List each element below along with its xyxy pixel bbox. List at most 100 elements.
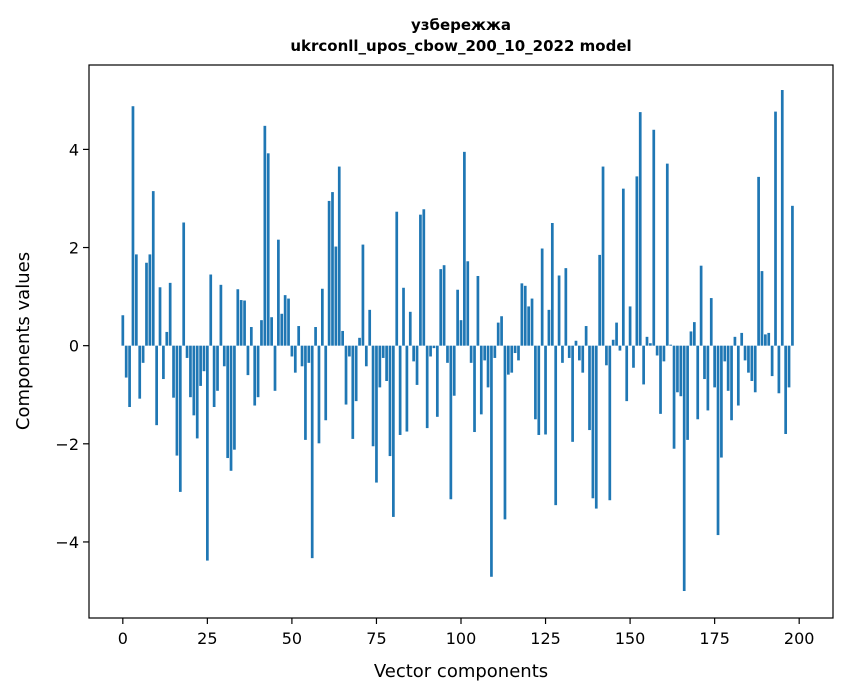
bar bbox=[138, 345, 142, 399]
y-axis-label: Components values bbox=[13, 252, 34, 430]
bar bbox=[784, 345, 788, 434]
bar bbox=[581, 345, 585, 373]
bar bbox=[506, 345, 510, 375]
bar bbox=[128, 345, 131, 408]
bar bbox=[216, 345, 219, 391]
bar bbox=[513, 345, 517, 354]
bar bbox=[381, 345, 385, 358]
bar bbox=[733, 336, 737, 346]
bar bbox=[625, 345, 629, 402]
bar bbox=[165, 331, 169, 346]
bar bbox=[155, 345, 158, 426]
chart-title: узбережжа bbox=[411, 16, 511, 34]
bar bbox=[226, 345, 230, 459]
bar bbox=[594, 345, 598, 509]
bar bbox=[185, 345, 189, 358]
bar bbox=[162, 345, 165, 380]
bar bbox=[669, 344, 673, 346]
bar bbox=[642, 345, 645, 385]
bar bbox=[621, 188, 625, 346]
bar bbox=[682, 345, 686, 592]
bar bbox=[124, 345, 128, 378]
bar bbox=[628, 306, 632, 346]
bar bbox=[195, 345, 199, 439]
x-tick-label: 50 bbox=[282, 629, 302, 648]
bar bbox=[141, 345, 145, 363]
bar bbox=[588, 345, 591, 431]
bar bbox=[753, 345, 757, 393]
x-tick-label: 100 bbox=[446, 629, 477, 648]
x-tick-label: 75 bbox=[366, 629, 386, 648]
bar bbox=[740, 332, 744, 346]
bar bbox=[439, 269, 443, 346]
bar bbox=[239, 300, 243, 346]
bar bbox=[189, 345, 192, 398]
bar bbox=[168, 282, 172, 346]
bar bbox=[564, 268, 568, 346]
bar bbox=[605, 345, 608, 366]
bar bbox=[490, 345, 493, 577]
bar bbox=[750, 345, 754, 381]
bar bbox=[774, 111, 777, 346]
bar bbox=[419, 214, 422, 346]
bar bbox=[483, 345, 487, 361]
bar bbox=[209, 274, 213, 346]
bar bbox=[219, 284, 223, 346]
x-axis-ticks: 0 25 50 75 100 125 150 175 200 bbox=[118, 618, 814, 648]
x-tick-label: 0 bbox=[118, 629, 128, 648]
bar bbox=[148, 254, 152, 346]
bar bbox=[709, 298, 713, 346]
x-tick-label: 125 bbox=[530, 629, 561, 648]
bar bbox=[371, 345, 375, 447]
bar bbox=[686, 345, 689, 440]
bar bbox=[469, 345, 473, 363]
bar bbox=[767, 332, 771, 346]
bar bbox=[743, 345, 747, 361]
bar bbox=[578, 345, 581, 361]
bar bbox=[243, 300, 246, 346]
bar bbox=[618, 345, 622, 351]
bar bbox=[486, 345, 490, 388]
bar bbox=[473, 345, 476, 433]
bar bbox=[398, 345, 402, 435]
bar bbox=[500, 316, 503, 346]
bar bbox=[676, 345, 679, 393]
bar bbox=[270, 317, 273, 346]
bar bbox=[314, 327, 317, 346]
bar bbox=[777, 345, 781, 394]
bar bbox=[659, 345, 662, 414]
bar bbox=[557, 275, 561, 346]
bar bbox=[534, 345, 537, 420]
bar bbox=[304, 345, 307, 440]
bar bbox=[537, 345, 541, 435]
bar bbox=[608, 345, 612, 501]
bar bbox=[175, 345, 179, 456]
bar bbox=[178, 345, 182, 492]
bar bbox=[649, 343, 652, 346]
bar bbox=[632, 345, 635, 368]
bar bbox=[253, 345, 257, 406]
bar bbox=[736, 345, 740, 406]
bar bbox=[121, 315, 125, 346]
bar bbox=[787, 345, 791, 388]
bar bbox=[266, 153, 270, 346]
bar bbox=[402, 287, 405, 346]
y-tick-label: 4 bbox=[69, 140, 79, 159]
bar bbox=[496, 322, 500, 346]
bar bbox=[310, 345, 314, 559]
plot-area-frame bbox=[88, 64, 834, 619]
bar bbox=[385, 345, 388, 381]
bar bbox=[517, 345, 520, 361]
bar bbox=[435, 345, 439, 417]
bar bbox=[317, 345, 321, 444]
bar bbox=[764, 334, 767, 346]
bar bbox=[730, 345, 733, 421]
bar bbox=[601, 166, 605, 346]
bar bbox=[341, 330, 344, 346]
bar bbox=[665, 163, 669, 346]
bar bbox=[713, 345, 716, 388]
bar bbox=[425, 345, 429, 429]
bar bbox=[510, 345, 514, 373]
bar bbox=[408, 311, 412, 346]
bar bbox=[530, 298, 534, 346]
